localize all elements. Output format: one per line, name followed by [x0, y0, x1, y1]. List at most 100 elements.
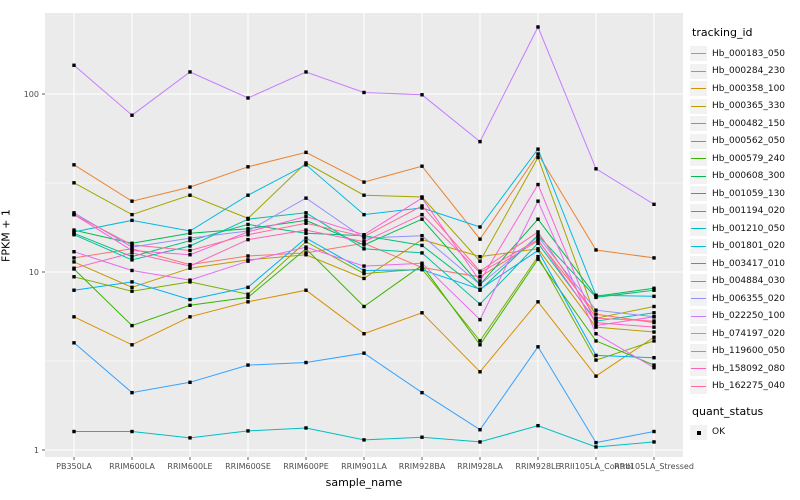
- data-point-Hb_000482_150[interactable]: [72, 181, 76, 185]
- data-point-Hb_000482_150[interactable]: [188, 193, 192, 197]
- legend-item-quant-OK[interactable]: OK: [690, 424, 798, 441]
- data-point-Hb_162275_040[interactable]: [72, 212, 76, 217]
- data-point-Hb_000579_240[interactable]: [246, 295, 250, 300]
- data-point-Hb_000358_100[interactable]: [362, 332, 366, 336]
- data-point-Hb_000608_300[interactable]: [304, 218, 308, 223]
- legend-item-Hb_003417_010[interactable]: Hb_003417_010: [690, 255, 798, 272]
- legend-item-Hb_158092_080[interactable]: Hb_158092_080: [690, 360, 798, 377]
- legend-item-Hb_001210_050[interactable]: Hb_001210_050: [690, 220, 798, 237]
- data-point-Hb_000284_230[interactable]: [188, 185, 192, 189]
- data-point-Hb_003417_010[interactable]: [420, 268, 424, 272]
- data-point-Hb_000358_100[interactable]: [304, 288, 308, 292]
- data-point-Hb_162275_040[interactable]: [536, 230, 540, 234]
- data-point-Hb_000365_330[interactable]: [130, 285, 134, 290]
- data-point-Hb_004884_030[interactable]: [304, 360, 308, 365]
- data-point-Hb_022250_100[interactable]: [130, 113, 134, 117]
- data-point-Hb_001801_020[interactable]: [246, 193, 250, 197]
- data-point-Hb_000579_240[interactable]: [594, 339, 598, 343]
- data-point-Hb_000562_050[interactable]: [362, 271, 366, 276]
- data-point-Hb_003417_010[interactable]: [304, 236, 308, 240]
- data-point-Hb_074197_020[interactable]: [594, 332, 598, 336]
- data-point-Hb_074197_020[interactable]: [188, 278, 192, 282]
- legend-item-Hb_000358_100[interactable]: Hb_000358_100: [690, 80, 798, 97]
- data-point-Hb_000579_240[interactable]: [478, 343, 482, 347]
- data-point-Hb_000365_330[interactable]: [652, 330, 656, 334]
- data-point-Hb_000358_100[interactable]: [130, 343, 134, 347]
- data-point-Hb_001210_050[interactable]: [478, 440, 482, 444]
- data-point-Hb_000358_100[interactable]: [594, 374, 598, 378]
- data-point-Hb_074197_020[interactable]: [478, 317, 482, 322]
- data-point-Hb_000579_240[interactable]: [188, 303, 192, 308]
- data-point-Hb_000365_330[interactable]: [72, 260, 76, 264]
- data-point-Hb_001210_050[interactable]: [72, 429, 76, 434]
- data-point-Hb_000365_330[interactable]: [188, 266, 192, 270]
- data-point-Hb_001059_130[interactable]: [130, 254, 134, 259]
- data-point-Hb_000562_050[interactable]: [188, 280, 192, 284]
- legend-item-Hb_000365_330[interactable]: Hb_000365_330: [690, 98, 798, 115]
- data-point-Hb_158092_080[interactable]: [246, 237, 250, 242]
- data-point-Hb_001801_020[interactable]: [304, 163, 308, 167]
- data-point-Hb_006355_020[interactable]: [536, 234, 540, 239]
- legend-item-Hb_004884_030[interactable]: Hb_004884_030: [690, 273, 798, 290]
- data-point-Hb_158092_080[interactable]: [536, 237, 540, 242]
- legend-item-Hb_022250_100[interactable]: Hb_022250_100: [690, 308, 798, 325]
- data-point-Hb_003417_010[interactable]: [652, 356, 656, 360]
- data-point-Hb_001801_020[interactable]: [536, 147, 540, 151]
- data-point-Hb_000284_230[interactable]: [130, 199, 134, 203]
- data-point-Hb_003417_010[interactable]: [536, 248, 540, 253]
- data-point-Hb_001210_050[interactable]: [594, 445, 598, 449]
- data-point-Hb_000284_230[interactable]: [72, 163, 76, 167]
- data-point-Hb_003417_010[interactable]: [130, 280, 134, 284]
- data-point-Hb_001801_020[interactable]: [72, 230, 76, 234]
- data-point-Hb_162275_040[interactable]: [594, 316, 598, 320]
- data-point-Hb_000284_230[interactable]: [420, 164, 424, 168]
- data-point-Hb_001059_130[interactable]: [304, 231, 308, 235]
- data-point-Hb_074197_020[interactable]: [652, 365, 656, 370]
- data-point-Hb_003417_010[interactable]: [188, 297, 192, 302]
- data-point-Hb_001194_020[interactable]: [652, 311, 656, 315]
- data-point-Hb_001210_050[interactable]: [420, 435, 424, 439]
- data-point-Hb_000579_240[interactable]: [130, 323, 134, 328]
- data-point-Hb_074197_020[interactable]: [246, 259, 250, 263]
- data-point-Hb_003417_010[interactable]: [362, 268, 366, 273]
- legend-item-Hb_000183_050[interactable]: Hb_000183_050: [690, 45, 798, 62]
- data-point-Hb_074197_020[interactable]: [536, 199, 540, 203]
- data-point-Hb_001194_020[interactable]: [188, 244, 192, 248]
- data-point-Hb_000579_240[interactable]: [652, 363, 656, 367]
- data-point-Hb_158092_080[interactable]: [304, 228, 308, 232]
- data-point-Hb_004884_030[interactable]: [420, 390, 424, 395]
- data-point-Hb_000562_050[interactable]: [246, 292, 250, 296]
- data-point-Hb_162275_040[interactable]: [652, 319, 656, 323]
- data-point-Hb_001210_050[interactable]: [246, 429, 250, 433]
- data-point-Hb_001194_020[interactable]: [420, 251, 424, 255]
- data-point-Hb_000562_050[interactable]: [304, 239, 308, 244]
- legend-item-Hb_000579_240[interactable]: Hb_000579_240: [690, 150, 798, 167]
- data-point-Hb_000562_050[interactable]: [72, 275, 76, 279]
- data-point-Hb_001059_130[interactable]: [420, 243, 424, 248]
- data-point-Hb_000579_240[interactable]: [536, 257, 540, 261]
- data-point-Hb_000358_100[interactable]: [652, 335, 656, 339]
- data-point-Hb_022250_100[interactable]: [652, 202, 656, 207]
- data-point-Hb_001194_020[interactable]: [478, 302, 482, 306]
- data-point-Hb_119600_050[interactable]: [536, 182, 540, 187]
- data-point-Hb_004884_030[interactable]: [536, 345, 540, 349]
- data-point-Hb_000284_230[interactable]: [304, 150, 308, 155]
- data-point-Hb_001194_020[interactable]: [536, 241, 540, 245]
- data-point-Hb_004884_030[interactable]: [594, 440, 598, 445]
- data-point-Hb_001210_050[interactable]: [304, 426, 308, 430]
- data-point-Hb_000284_230[interactable]: [536, 152, 540, 156]
- data-point-Hb_158092_080[interactable]: [72, 266, 76, 270]
- data-point-Hb_000562_050[interactable]: [130, 289, 134, 293]
- data-point-Hb_158092_080[interactable]: [130, 251, 134, 255]
- data-point-Hb_119600_050[interactable]: [362, 233, 366, 237]
- data-point-Hb_000183_050[interactable]: [246, 254, 250, 258]
- legend-item-Hb_074197_020[interactable]: Hb_074197_020: [690, 325, 798, 342]
- data-point-Hb_158092_080[interactable]: [188, 264, 192, 268]
- data-point-Hb_158092_080[interactable]: [652, 325, 656, 329]
- data-point-Hb_001210_050[interactable]: [362, 438, 366, 442]
- data-point-Hb_000183_050[interactable]: [478, 275, 482, 279]
- data-point-Hb_000358_100[interactable]: [478, 370, 482, 374]
- data-point-Hb_000284_230[interactable]: [246, 165, 250, 169]
- data-point-Hb_000358_100[interactable]: [420, 311, 424, 315]
- data-point-Hb_001210_050[interactable]: [536, 423, 540, 428]
